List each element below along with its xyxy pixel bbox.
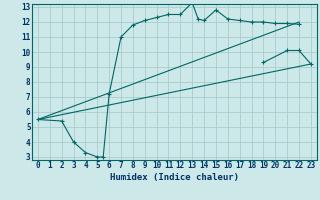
X-axis label: Humidex (Indice chaleur): Humidex (Indice chaleur) bbox=[110, 173, 239, 182]
